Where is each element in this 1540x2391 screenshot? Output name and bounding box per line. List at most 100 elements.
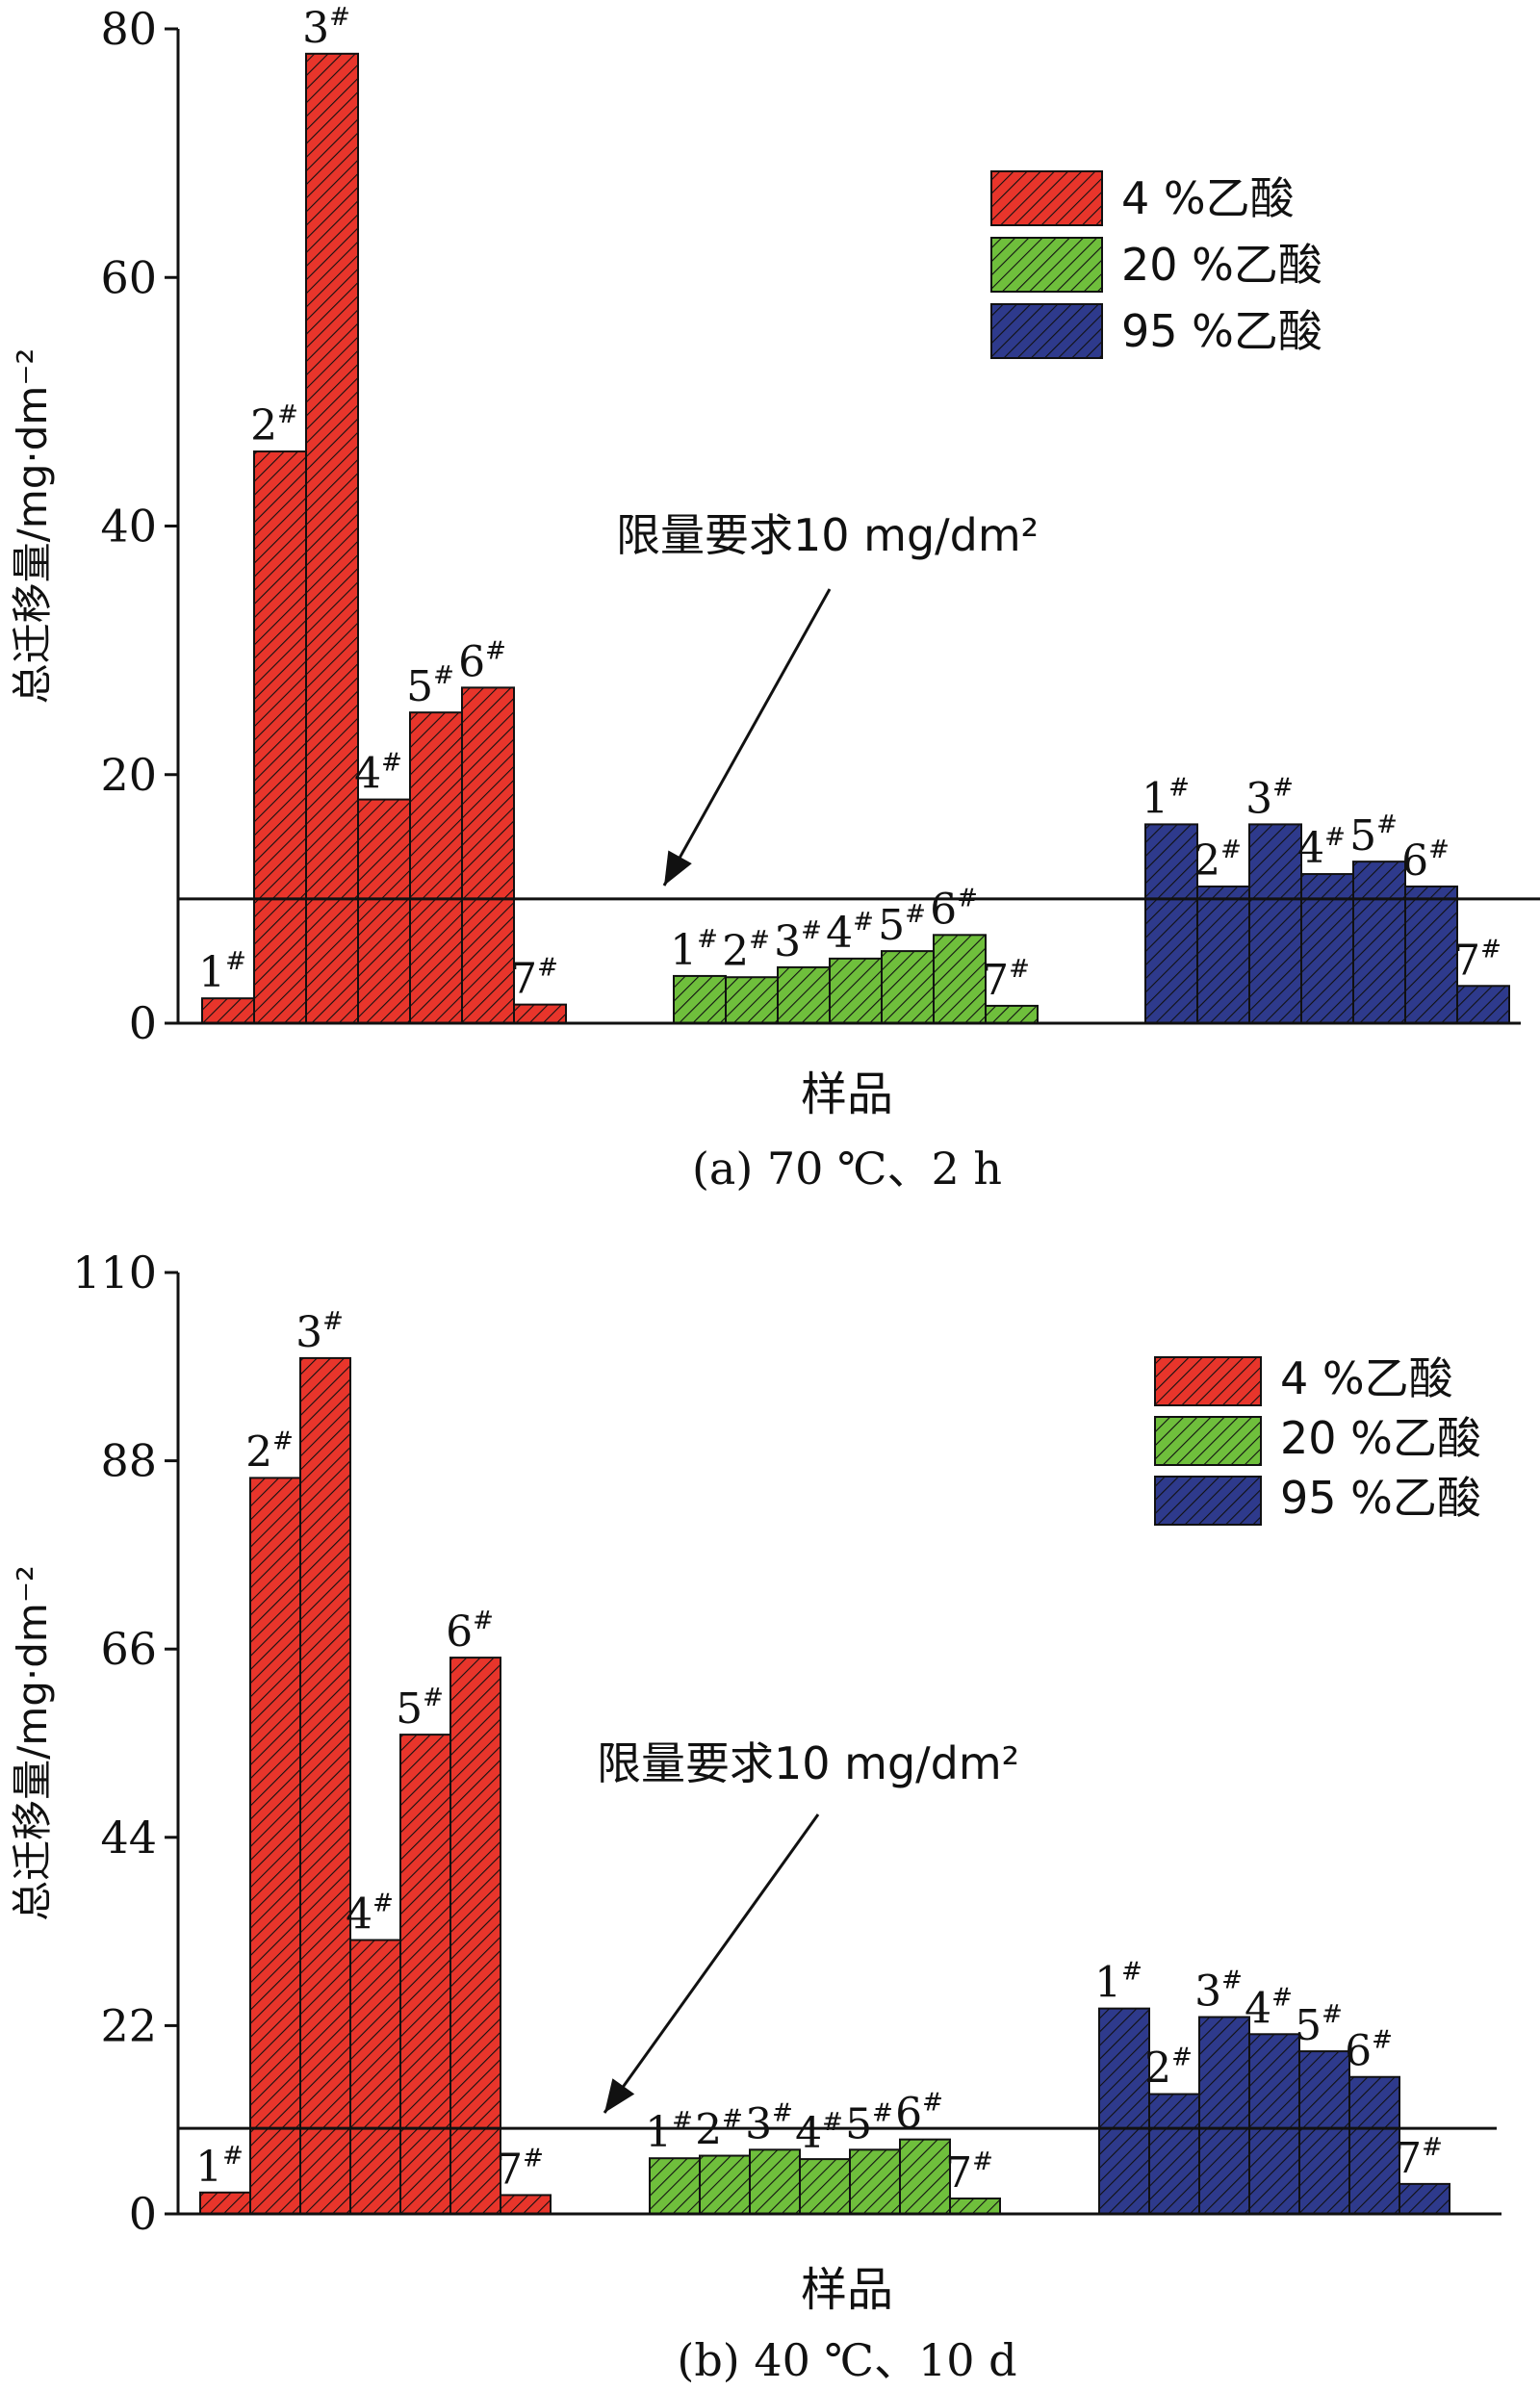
bar (985, 1004, 1039, 1024)
bar-label: 5# (1349, 810, 1398, 861)
bar-label: 3# (745, 2098, 793, 2148)
bar-label: 1# (670, 925, 718, 975)
bar-label: 2# (1144, 2044, 1193, 2094)
bar-label: 6# (446, 1607, 494, 1657)
bar (1352, 861, 1406, 1025)
bar (253, 450, 307, 1024)
legend-label: 95 %乙酸 (1280, 1472, 1481, 1524)
bar-label: 1# (1142, 773, 1190, 823)
bar (799, 2158, 851, 2215)
bar-label: 2# (1194, 836, 1242, 886)
bar (1456, 985, 1510, 1024)
bar (673, 974, 727, 1024)
bar (299, 1356, 351, 2215)
bar (399, 1734, 451, 2216)
bar (1298, 2050, 1350, 2216)
bar (1348, 2075, 1400, 2215)
bar (201, 997, 255, 1025)
chart-panel-b: 1#2#3#4#5#6#7#1# 2# 3# 4# 5# 6#7#1#2#3#4#5#6#… (9, 1247, 1502, 2386)
bar (513, 1003, 567, 1024)
legend-label: 20 %乙酸 (1280, 1412, 1481, 1464)
y-axis-title: 总迁移量/mg·dm⁻² (9, 348, 56, 705)
y-tick-label: 110 (72, 1247, 157, 1298)
bar-label: 2# (245, 1427, 294, 1477)
bar-label: 6# (1401, 836, 1450, 886)
bar (1399, 2182, 1450, 2216)
bar-label: 4# (826, 908, 874, 958)
bar (1404, 885, 1458, 1025)
y-axis-title: 总迁移量/mg·dm⁻² (9, 1565, 56, 1921)
bar-label: 6# (930, 884, 978, 934)
bar-label: 6# (895, 2089, 943, 2139)
y-tick-label: 40 (100, 501, 157, 553)
limit-annotation: 限量要求10 mg/dm² (616, 509, 1039, 561)
x-axis-title: 样品 (801, 1067, 893, 1121)
legend-label: 95 %乙酸 (1121, 305, 1322, 357)
bar-label: 5# (396, 1684, 444, 1734)
bar-label: 4# (346, 1889, 394, 1939)
bar-label: 6# (458, 636, 506, 686)
bar (199, 2191, 251, 2215)
legend-swatch (1154, 1416, 1262, 1466)
chart-panel-a: 1#2#3#4#5# 6#7# 1# 2# 3# 4# 5# 6#7#1#2#3#4# 5#6#… (9, 3, 1540, 1195)
bar-label: 3# (1245, 773, 1294, 823)
bar-label: 7# (945, 2147, 993, 2198)
bar-label: 4# (1245, 1983, 1293, 2033)
bar-label: 1# (195, 2142, 244, 2192)
legend: 4 %乙酸 20 %乙酸 95 %乙酸 (1154, 1352, 1481, 1526)
bar (849, 2148, 901, 2215)
bar-label: 3# (295, 1307, 344, 1357)
bar (699, 2154, 751, 2215)
y-tick-label: 80 (100, 3, 157, 55)
bar-label: 7# (1453, 935, 1502, 985)
legend-label: 4 %乙酸 (1280, 1352, 1453, 1404)
bar (1098, 2007, 1150, 2215)
bar (357, 798, 411, 1025)
bar (949, 2197, 1001, 2215)
bar-label: 1# (645, 2107, 693, 2157)
bar (1196, 885, 1250, 1025)
annotation-arrow (662, 588, 832, 887)
y-tick-label: 0 (129, 997, 157, 1049)
bar (249, 1477, 301, 2215)
bar (305, 52, 359, 1024)
legend-swatch (1154, 1476, 1262, 1526)
limit-annotation: 限量要求10 mg/dm² (597, 1737, 1019, 1789)
bar-label: 2# (722, 926, 770, 976)
bar-label: 5# (406, 661, 454, 711)
bar (725, 976, 779, 1025)
bar (1144, 823, 1198, 1025)
bar-label: 7# (510, 954, 558, 1004)
bar (1248, 2033, 1300, 2216)
bar-label: 1# (198, 947, 246, 997)
annotation-arrow (603, 1813, 820, 2114)
bar-label: 1# (1094, 1958, 1142, 2008)
bar-label: 3# (302, 3, 350, 53)
legend: 4 %乙酸 20 %乙酸 95 %乙酸 (990, 170, 1322, 359)
panel-caption: (a) 70 ℃、2 h (692, 1143, 1002, 1195)
bar (1248, 823, 1302, 1025)
bar (1198, 2016, 1250, 2215)
y-tick-label: 60 (100, 251, 157, 303)
bar (449, 1657, 501, 2216)
bar-label: 7# (1395, 2133, 1443, 2183)
legend-swatch (990, 303, 1103, 359)
bar (899, 2138, 951, 2216)
bar (1148, 2093, 1200, 2216)
bar (749, 2148, 801, 2215)
bar-label: 7# (496, 2144, 544, 2194)
bar (829, 957, 883, 1024)
panel-caption: (b) 40 ℃、10 d (677, 2334, 1016, 2386)
legend-swatch (1154, 1356, 1262, 1406)
bar (500, 2194, 552, 2215)
bar-label: 7# (982, 955, 1030, 1005)
bar-label: 4# (795, 2108, 843, 2158)
y-tick-label: 20 (100, 749, 157, 801)
bar (349, 1939, 401, 2216)
bar-label: 6# (1345, 2026, 1393, 2076)
bar-label: 2# (695, 2105, 743, 2155)
x-axis-title: 样品 (801, 2263, 893, 2317)
y-tick-label: 44 (100, 1812, 157, 1864)
bar-label: 3# (774, 916, 822, 966)
legend-swatch (990, 237, 1103, 293)
